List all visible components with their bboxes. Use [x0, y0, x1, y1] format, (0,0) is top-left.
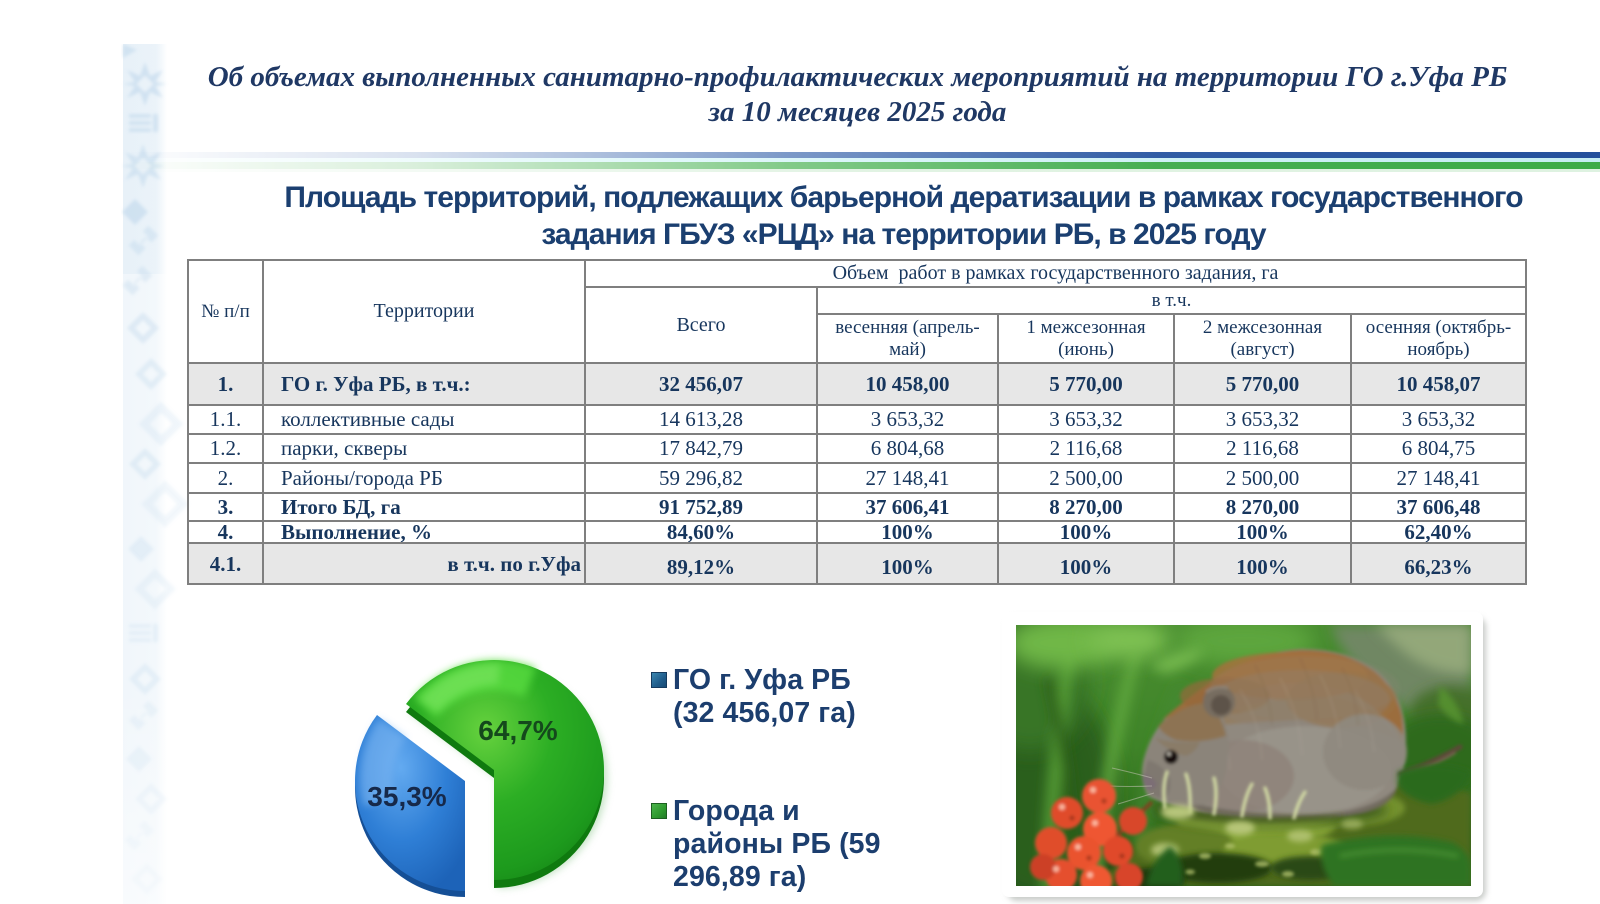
svg-text:64,7%: 64,7%	[478, 715, 557, 746]
svg-text:35,3%: 35,3%	[367, 781, 446, 812]
